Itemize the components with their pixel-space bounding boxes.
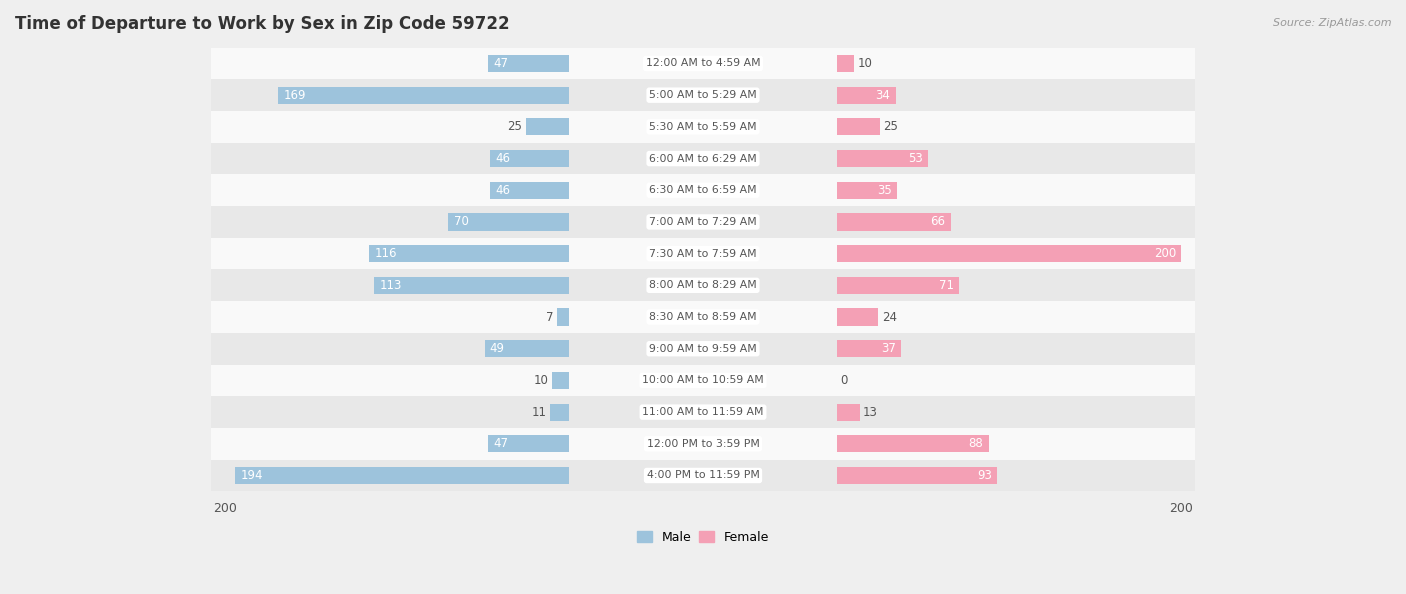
Text: 12:00 AM to 4:59 AM: 12:00 AM to 4:59 AM (645, 58, 761, 68)
Bar (489, 182, 569, 199)
Text: 24: 24 (882, 311, 897, 324)
Text: 47: 47 (494, 437, 508, 450)
Bar (837, 87, 896, 104)
Bar (550, 403, 569, 421)
Bar (211, 111, 1195, 143)
Text: 35: 35 (877, 184, 893, 197)
Text: 7:30 AM to 7:59 AM: 7:30 AM to 7:59 AM (650, 249, 756, 258)
Text: 8:30 AM to 8:59 AM: 8:30 AM to 8:59 AM (650, 312, 756, 322)
Bar (211, 365, 1195, 396)
Text: 71: 71 (939, 279, 955, 292)
Text: 37: 37 (880, 342, 896, 355)
Bar (551, 372, 569, 389)
Bar (837, 340, 901, 357)
Text: 10: 10 (858, 57, 873, 70)
Bar (370, 245, 569, 262)
Bar (211, 301, 1195, 333)
Text: 93: 93 (977, 469, 993, 482)
Text: 11:00 AM to 11:59 AM: 11:00 AM to 11:59 AM (643, 407, 763, 417)
Text: 11: 11 (531, 406, 547, 419)
Bar (211, 206, 1195, 238)
Bar (211, 143, 1195, 175)
Legend: Male, Female: Male, Female (631, 526, 775, 549)
Text: 25: 25 (883, 121, 898, 134)
Bar (211, 175, 1195, 206)
Bar (211, 270, 1195, 301)
Text: 13: 13 (863, 406, 877, 419)
Text: 66: 66 (931, 216, 945, 229)
Text: 25: 25 (508, 121, 523, 134)
Text: 12:00 PM to 3:59 PM: 12:00 PM to 3:59 PM (647, 439, 759, 449)
Bar (837, 118, 880, 135)
Text: 47: 47 (494, 57, 508, 70)
Text: 4:00 PM to 11:59 PM: 4:00 PM to 11:59 PM (647, 470, 759, 481)
Text: 200: 200 (1154, 247, 1175, 260)
Text: 113: 113 (380, 279, 402, 292)
Text: 6:00 AM to 6:29 AM: 6:00 AM to 6:29 AM (650, 154, 756, 163)
Text: 49: 49 (489, 342, 505, 355)
Text: 88: 88 (969, 437, 983, 450)
Bar (449, 213, 569, 230)
Text: 10: 10 (533, 374, 548, 387)
Bar (557, 308, 569, 326)
Text: 5:00 AM to 5:29 AM: 5:00 AM to 5:29 AM (650, 90, 756, 100)
Text: 169: 169 (284, 89, 307, 102)
Bar (837, 182, 897, 199)
Bar (837, 213, 950, 230)
Bar (211, 80, 1195, 111)
Bar (211, 428, 1195, 460)
Bar (526, 118, 569, 135)
Bar (211, 333, 1195, 365)
Bar (211, 396, 1195, 428)
Bar (374, 277, 569, 294)
Bar (837, 467, 997, 484)
Bar (211, 460, 1195, 491)
Text: 70: 70 (454, 216, 468, 229)
Text: 7: 7 (546, 311, 554, 324)
Text: 10:00 AM to 10:59 AM: 10:00 AM to 10:59 AM (643, 375, 763, 386)
Bar (211, 48, 1195, 80)
Text: Time of Departure to Work by Sex in Zip Code 59722: Time of Departure to Work by Sex in Zip … (15, 15, 509, 33)
Bar (837, 308, 879, 326)
Text: 53: 53 (908, 152, 924, 165)
Text: 5:30 AM to 5:59 AM: 5:30 AM to 5:59 AM (650, 122, 756, 132)
Bar (837, 435, 988, 453)
Bar (211, 238, 1195, 270)
Text: 9:00 AM to 9:59 AM: 9:00 AM to 9:59 AM (650, 344, 756, 353)
Text: 194: 194 (240, 469, 263, 482)
Bar (488, 55, 569, 72)
Text: 8:00 AM to 8:29 AM: 8:00 AM to 8:29 AM (650, 280, 756, 290)
Bar (485, 340, 569, 357)
Bar (278, 87, 569, 104)
Bar (837, 277, 959, 294)
Bar (489, 150, 569, 167)
Bar (488, 435, 569, 453)
Text: 34: 34 (876, 89, 890, 102)
Bar (837, 55, 855, 72)
Bar (235, 467, 569, 484)
Text: 116: 116 (374, 247, 396, 260)
Bar (837, 150, 928, 167)
Text: 46: 46 (495, 152, 510, 165)
Text: Source: ZipAtlas.com: Source: ZipAtlas.com (1274, 18, 1392, 28)
Text: 6:30 AM to 6:59 AM: 6:30 AM to 6:59 AM (650, 185, 756, 195)
Text: 46: 46 (495, 184, 510, 197)
Text: 0: 0 (841, 374, 848, 387)
Bar (837, 403, 859, 421)
Text: 7:00 AM to 7:29 AM: 7:00 AM to 7:29 AM (650, 217, 756, 227)
Bar (837, 245, 1181, 262)
